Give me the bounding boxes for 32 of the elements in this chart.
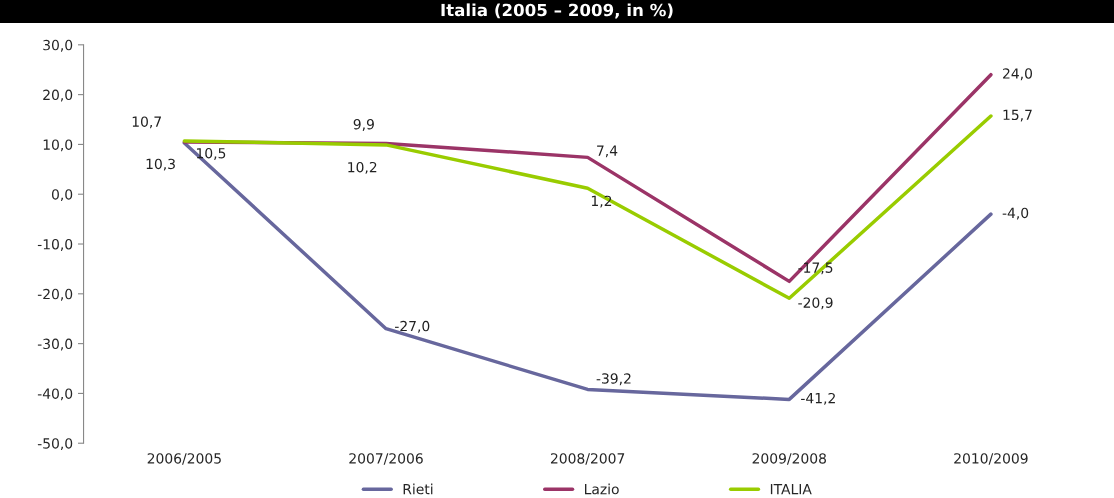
data-label: 1,2 bbox=[591, 195, 612, 208]
y-tick-label: -30,0 bbox=[37, 338, 73, 351]
data-label: -27,0 bbox=[395, 320, 430, 333]
data-label: -20,9 bbox=[798, 297, 833, 310]
data-label: 15,7 bbox=[1003, 109, 1032, 122]
x-tick-label: 2006/2005 bbox=[147, 453, 221, 465]
data-label: 9,9 bbox=[353, 119, 374, 131]
y-tick-label: -20,0 bbox=[37, 288, 73, 301]
data-label: 10,3 bbox=[146, 158, 175, 171]
legend-label: Rieti bbox=[403, 483, 433, 495]
x-tick-label: 2007/2006 bbox=[349, 453, 423, 465]
y-tick-label: 10,0 bbox=[43, 139, 73, 152]
y-tick-label: 0,0 bbox=[51, 189, 73, 202]
x-tick-label: 2010/2009 bbox=[954, 453, 1028, 465]
x-tick-label: 2008/2007 bbox=[550, 453, 625, 465]
data-label: 10,7 bbox=[132, 116, 161, 129]
legend-label: ITALIA bbox=[770, 484, 812, 495]
x-tick-label: 2009/2008 bbox=[752, 453, 826, 465]
data-label: -39,2 bbox=[596, 373, 631, 386]
data-label: -41,2 bbox=[801, 392, 835, 405]
data-label: -4,0 bbox=[1002, 207, 1029, 220]
y-tick-label: 30,0 bbox=[43, 39, 73, 52]
y-tick-label: -40,0 bbox=[37, 388, 73, 401]
y-tick-label: -50,0 bbox=[37, 438, 73, 451]
data-label: 10,5 bbox=[197, 147, 226, 160]
y-tick-label: 20,0 bbox=[43, 89, 73, 102]
data-label: 10,2 bbox=[348, 161, 377, 174]
chart-title: Italia (2005 – 2009, in %) bbox=[441, 3, 673, 19]
data-label: 7,4 bbox=[597, 145, 618, 158]
y-tick-label: -10,0 bbox=[37, 238, 73, 251]
legend-label: Lazio bbox=[585, 483, 619, 495]
data-label: 24,0 bbox=[1003, 68, 1033, 81]
